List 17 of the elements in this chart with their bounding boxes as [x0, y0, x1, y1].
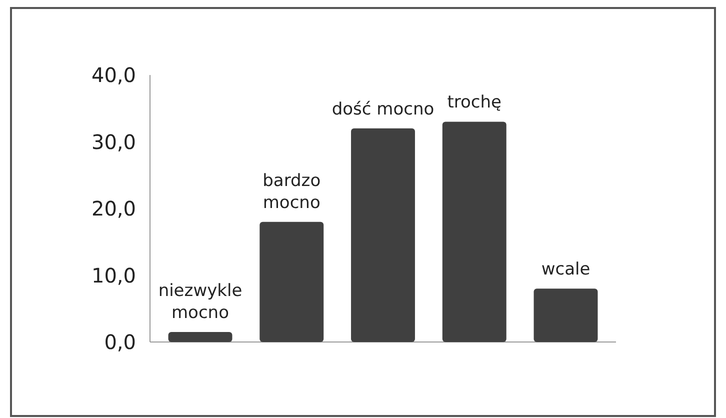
bar	[534, 288, 598, 342]
y-tick-label: 20,0	[91, 196, 136, 220]
y-tick-label: 30,0	[91, 130, 136, 154]
y-tick-label: 10,0	[91, 263, 136, 288]
category-label: dość mocno	[332, 99, 434, 120]
bar	[168, 332, 232, 342]
y-tick-label: 0,0	[104, 330, 136, 354]
bar	[260, 222, 324, 342]
y-tick-label: 40,0	[91, 63, 136, 87]
category-label: mocno	[172, 302, 229, 323]
bar	[351, 128, 415, 342]
category-label: trochę	[447, 92, 502, 113]
category-label: mocno	[262, 192, 320, 213]
category-label: wcale	[541, 260, 590, 280]
bar	[442, 122, 506, 342]
category-label: niezwykle	[158, 280, 242, 301]
category-label: bardzo	[262, 170, 321, 191]
